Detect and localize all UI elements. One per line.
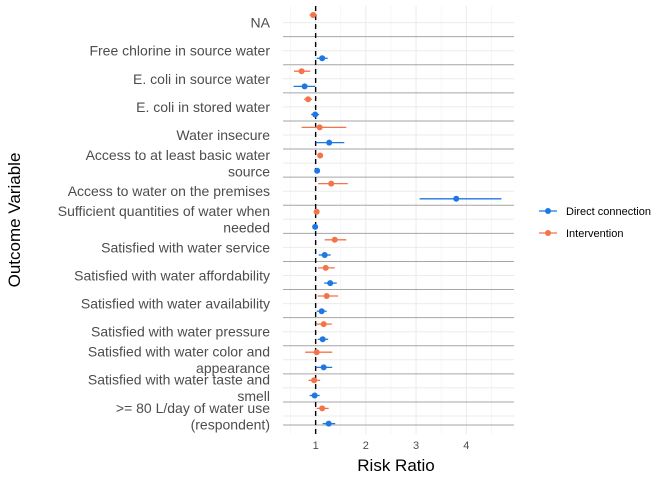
x-axis-title: Risk Ratio [357, 456, 434, 475]
category-label: E. coli in source water [133, 71, 270, 87]
category-labels: NA Free chlorine in source water E. coli i… [58, 15, 271, 433]
legend-label: Intervention [566, 228, 623, 240]
estimate-point [316, 124, 323, 131]
legend-key-point [545, 208, 551, 214]
category-label: Satisfied with water service [101, 239, 270, 255]
category-label: E. coli in stored water [136, 99, 270, 115]
legend: Direct connection Intervention [539, 206, 651, 240]
estimate-point [327, 280, 334, 287]
estimate-point [311, 392, 318, 399]
data-marks [293, 12, 502, 427]
estimate-point [321, 252, 328, 258]
x-tick-label: 2 [363, 440, 369, 452]
category-label: Access to water on the premises [68, 183, 270, 199]
y-axis-title: Outcome Variable [5, 153, 24, 288]
category-label: smell [237, 388, 270, 404]
category-label: Satisfied with water availability [81, 296, 270, 312]
estimate-point [310, 12, 317, 18]
x-tick-labels: 1 2 3 4 [313, 440, 470, 452]
estimate-point [313, 349, 320, 356]
legend-item: Intervention [539, 228, 623, 240]
x-tick-label: 4 [463, 440, 469, 452]
estimate-point [305, 96, 312, 103]
category-label: Access to at least basic water [86, 147, 271, 163]
category-label: Satisfied with water pressure [91, 324, 270, 340]
estimate-point [312, 223, 319, 230]
category-label: Satisfied with water taste and [88, 372, 270, 388]
estimate-point [311, 377, 318, 384]
estimate-point [320, 321, 327, 328]
category-label: Water insecure [176, 127, 270, 143]
category-label: Satisfied with water affordability [74, 268, 270, 284]
estimate-point [320, 364, 327, 371]
series-intervention [294, 12, 348, 412]
estimate-point [317, 152, 324, 159]
category-label: Sufficient quantities of water when [58, 203, 270, 219]
category-label: Satisfied with water color and [88, 344, 270, 360]
x-tick-label: 1 [313, 440, 319, 452]
row-separators [283, 36, 514, 426]
estimate-point [298, 68, 305, 75]
estimate-point [319, 55, 326, 62]
legend-item: Direct connection [539, 206, 651, 218]
legend-key-point [545, 230, 551, 236]
estimate-point [313, 208, 320, 215]
estimate-point [331, 236, 338, 243]
estimate-point [326, 139, 333, 146]
x-tick-label: 3 [413, 440, 419, 452]
estimate-point [314, 167, 321, 174]
estimate-point [318, 308, 325, 315]
category-label: NA [251, 15, 271, 31]
category-label: >= 80 L/day of water use [116, 400, 270, 416]
estimate-point [325, 420, 332, 427]
estimate-point [453, 195, 460, 202]
category-label: source [228, 163, 270, 179]
estimate-point [301, 83, 308, 90]
estimate-point [322, 264, 329, 271]
category-label: (respondent) [191, 416, 270, 432]
estimate-point [328, 180, 335, 187]
category-label: Free chlorine in source water [89, 43, 270, 59]
category-label: needed [223, 220, 270, 236]
category-label: appearance [196, 360, 270, 376]
estimate-point [319, 405, 326, 412]
estimate-point [323, 293, 330, 299]
grid [283, 6, 514, 434]
estimate-point [319, 336, 326, 343]
series-direct-connection [293, 55, 502, 427]
legend-label: Direct connection [566, 206, 651, 218]
estimate-point [312, 111, 319, 118]
